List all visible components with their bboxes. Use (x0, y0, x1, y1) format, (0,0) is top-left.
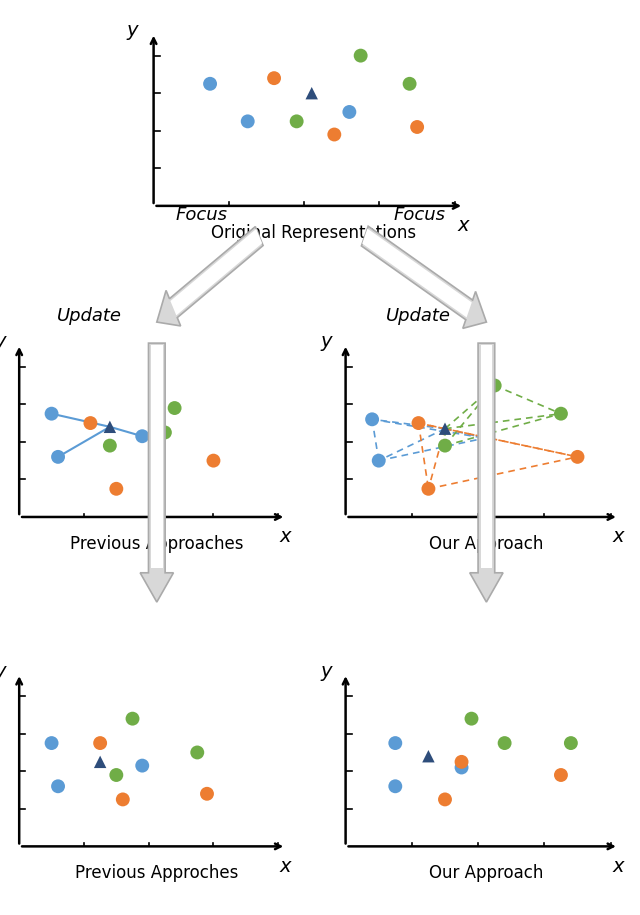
Text: $x$: $x$ (279, 856, 293, 876)
Point (344, 104, 355, 119)
Point (374, 453, 384, 468)
Point (440, 422, 450, 436)
Polygon shape (362, 229, 472, 318)
Point (390, 736, 401, 750)
Text: $x$: $x$ (279, 527, 293, 546)
Point (456, 755, 467, 770)
Point (404, 77, 415, 92)
Point (412, 120, 422, 135)
Point (499, 736, 509, 750)
Point (566, 736, 576, 750)
Point (192, 745, 202, 759)
Text: Update: Update (386, 307, 451, 325)
Polygon shape (481, 345, 492, 568)
Point (423, 748, 433, 763)
Point (572, 449, 582, 464)
Text: Focus: Focus (394, 206, 445, 224)
Point (111, 768, 122, 782)
Point (137, 759, 147, 773)
Point (111, 481, 122, 496)
Polygon shape (151, 345, 163, 568)
Text: Our Approach: Our Approach (429, 864, 543, 882)
Point (53, 449, 63, 464)
Point (479, 431, 490, 446)
Point (490, 378, 500, 393)
Point (105, 419, 115, 434)
Point (440, 792, 450, 807)
Text: $y$: $y$ (0, 334, 8, 353)
Point (413, 415, 424, 430)
Point (95, 755, 105, 770)
FancyArrow shape (362, 226, 486, 328)
Text: Update: Update (56, 307, 122, 325)
Point (205, 77, 215, 92)
Point (137, 429, 147, 444)
Point (127, 711, 138, 726)
Point (209, 453, 219, 468)
Point (292, 114, 302, 129)
Point (556, 406, 566, 421)
Polygon shape (140, 343, 173, 602)
Point (202, 787, 212, 802)
Point (243, 114, 253, 129)
Point (47, 736, 57, 750)
Text: Previous Approches: Previous Approches (75, 864, 239, 882)
Text: $y$: $y$ (126, 23, 140, 42)
Point (456, 760, 467, 775)
Text: $x$: $x$ (612, 527, 626, 546)
Text: $y$: $y$ (0, 663, 8, 683)
Point (160, 425, 170, 440)
Point (556, 768, 566, 782)
Text: Original Representations: Original Representations (211, 223, 416, 242)
Polygon shape (470, 343, 503, 602)
Text: Focus: Focus (175, 206, 227, 224)
Point (269, 70, 279, 85)
Point (53, 779, 63, 793)
Text: $y$: $y$ (320, 663, 334, 683)
Point (367, 412, 377, 426)
Point (85, 415, 95, 430)
FancyArrow shape (157, 227, 263, 326)
Point (307, 86, 317, 101)
Point (356, 48, 366, 63)
Point (95, 736, 105, 750)
Point (329, 127, 339, 142)
Point (170, 401, 180, 415)
Point (440, 438, 450, 453)
Text: $y$: $y$ (320, 334, 334, 353)
Point (467, 711, 477, 726)
Point (423, 481, 433, 496)
Text: $x$: $x$ (612, 856, 626, 876)
Point (118, 792, 128, 807)
Point (105, 438, 115, 453)
Text: Previous Approaches: Previous Approaches (70, 534, 244, 553)
Point (47, 406, 57, 421)
Text: $x$: $x$ (457, 216, 471, 235)
Point (390, 779, 401, 793)
Text: Our Approach: Our Approach (429, 534, 543, 553)
Polygon shape (170, 229, 262, 316)
